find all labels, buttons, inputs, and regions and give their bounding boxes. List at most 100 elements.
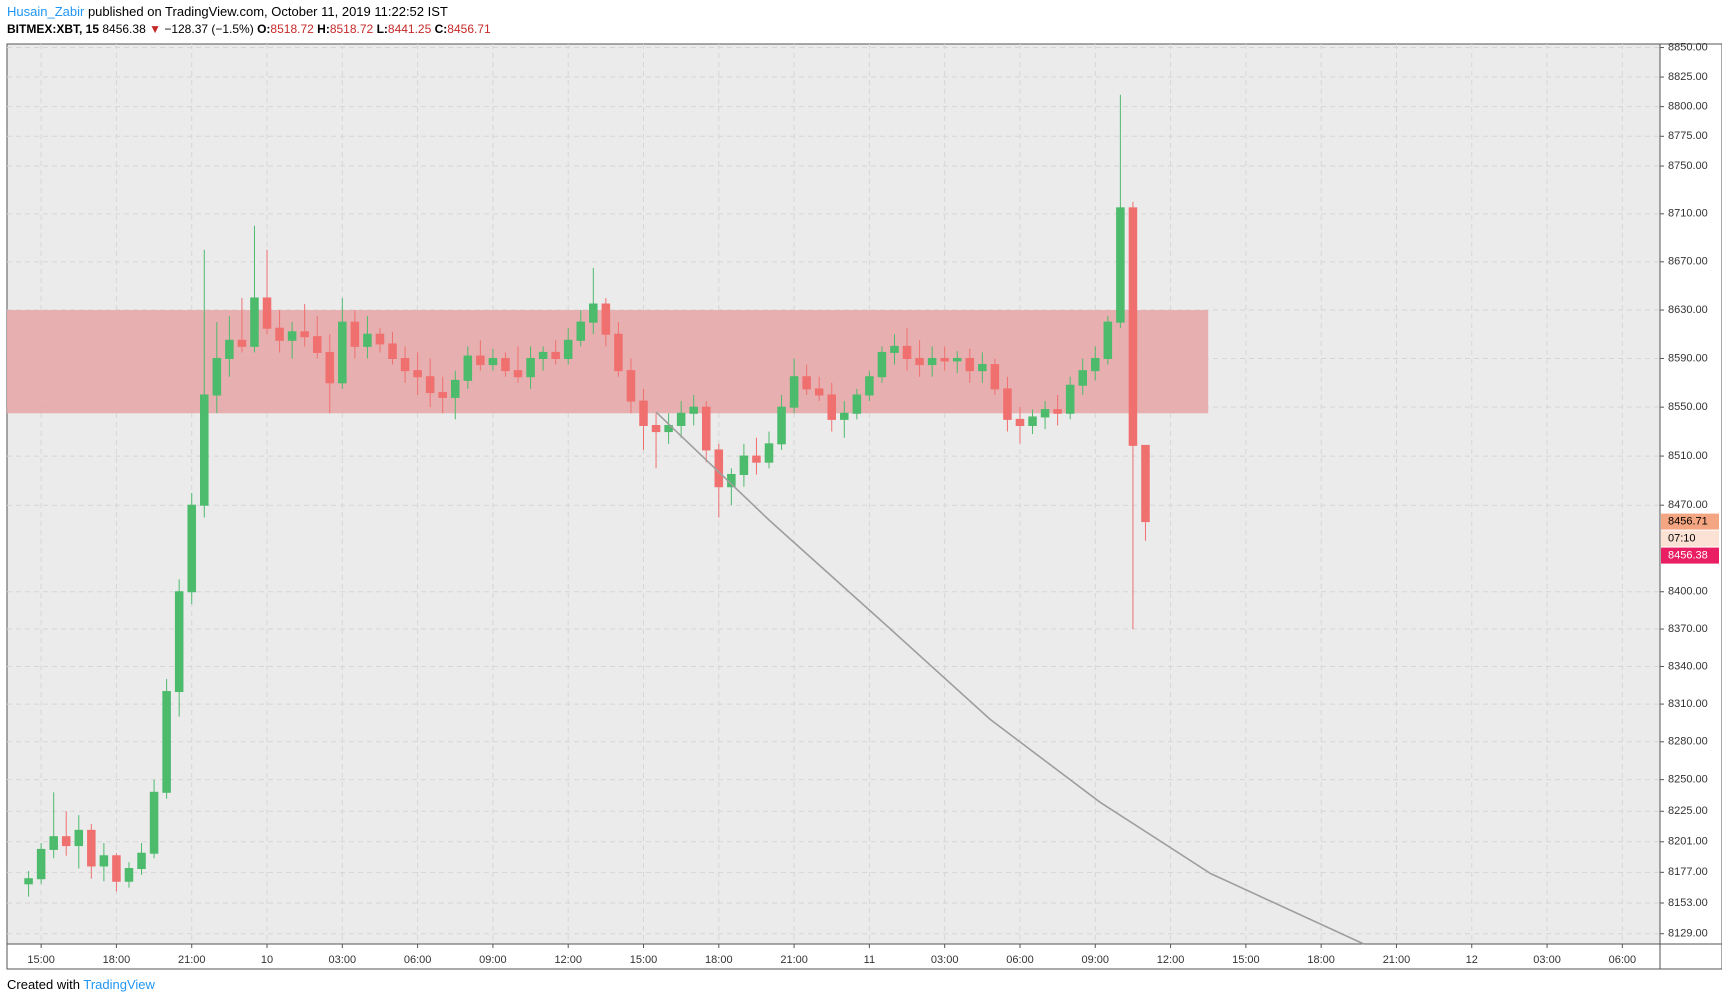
candle-body [538, 351, 548, 359]
o-value: 8518.72 [270, 22, 314, 36]
x-tick-label: 09:00 [479, 954, 507, 966]
candle-body [350, 321, 360, 347]
y-tick-label: 8370.00 [1668, 623, 1708, 635]
candle-body [651, 424, 661, 433]
candle-body [325, 351, 335, 384]
h-value: 8518.72 [329, 22, 374, 36]
candle-body [802, 376, 811, 390]
candle-body [162, 691, 171, 793]
x-tick-label: 06:00 [1006, 954, 1034, 966]
candle-body [287, 331, 297, 341]
candle-body [1015, 418, 1025, 426]
x-tick-label: 21:00 [1383, 954, 1411, 966]
y-tick-label: 8310.00 [1668, 698, 1708, 710]
countdown-tag-bg [1661, 530, 1719, 547]
candle-body [965, 357, 975, 372]
header-line-2: BITMEX:XBT, 15 8456.38 ▼ −128.37 (−1.5%)… [7, 22, 491, 36]
x-tick-label: 06:00 [404, 954, 432, 966]
x-tick-label: 03:00 [329, 954, 357, 966]
author[interactable]: Husain_Zabir [7, 4, 85, 19]
candle-body [990, 364, 1000, 390]
candle-body [300, 331, 309, 338]
candle-body [1091, 357, 1100, 372]
x-tick-label: 15:00 [1232, 954, 1260, 966]
candle-body [275, 327, 284, 341]
x-tick-label: 03:00 [1533, 954, 1561, 966]
y-tick-label: 8550.00 [1668, 401, 1708, 413]
candle-body [1003, 388, 1012, 420]
last-tag-bg [1661, 547, 1719, 564]
candle-body [438, 392, 447, 398]
candle-body [852, 394, 862, 414]
candle-body [1141, 444, 1150, 523]
candle-body [400, 357, 410, 372]
candle-body [840, 412, 849, 420]
candle-body [262, 297, 272, 329]
x-tick-label: 11 [864, 954, 875, 966]
chart: 8129.00 8153.00 8177.00 8201.00 8225.00 8250.… [6, 41, 1722, 970]
candle-body [576, 321, 586, 341]
candle-body [463, 355, 473, 381]
x-tick-label: 06:00 [1609, 954, 1637, 966]
h-label: H: [317, 22, 330, 36]
candle-body [777, 406, 786, 445]
candle-body [363, 333, 372, 347]
candle-body [413, 370, 422, 378]
y-tick-label: 8670.00 [1668, 256, 1708, 268]
y-tick-label: 8400.00 [1668, 586, 1708, 598]
arrow: ▼ [149, 22, 161, 36]
candle-body [200, 394, 209, 506]
curve [655, 411, 1365, 945]
x-tick-label: 12:00 [1157, 954, 1185, 966]
y-tick-label: 8630.00 [1668, 304, 1708, 316]
y-tick-label: 8850.00 [1668, 41, 1708, 53]
close-tag-bg [1661, 513, 1719, 530]
candle-body [476, 355, 485, 366]
candle-body [978, 364, 987, 372]
last-tag: 8456.38 [1668, 549, 1708, 561]
x-tick-label: 21:00 [178, 954, 206, 966]
y-tick-label: 8250.00 [1668, 774, 1708, 786]
candle-body [814, 388, 824, 396]
candle-body [312, 336, 322, 353]
candle-body [714, 449, 724, 488]
candle-body [1116, 207, 1125, 323]
candle-body [1040, 409, 1050, 418]
x-tick-label: 18:00 [103, 954, 131, 966]
candle-body [513, 370, 523, 378]
candle-body [827, 394, 837, 420]
c-label: C: [434, 22, 448, 36]
x-tick-label: 10 [261, 954, 273, 966]
candle-body [890, 345, 899, 353]
candle-body [149, 791, 159, 854]
candle-body [24, 878, 33, 885]
candle-body [74, 829, 84, 847]
y-tick-label: 8470.00 [1668, 499, 1708, 511]
y-tick-label: 8510.00 [1668, 450, 1708, 462]
candle-body [551, 351, 560, 359]
candle-body [1053, 409, 1062, 414]
candle-body [49, 836, 58, 850]
candle-body [701, 406, 711, 451]
candle-body [601, 303, 611, 335]
y-tick-label: 8590.00 [1668, 352, 1708, 364]
candle-body [689, 406, 698, 414]
x-tick-label: 15:00 [630, 954, 658, 966]
candle-body [764, 443, 774, 463]
y-tick-label: 8177.00 [1668, 866, 1708, 878]
candle-body [450, 379, 460, 398]
candle-body [225, 339, 234, 359]
candle-body [915, 357, 924, 366]
candle-body [1028, 416, 1037, 426]
l-value: 8441.25 [387, 22, 432, 36]
x-tick-label: 18:00 [1307, 954, 1335, 966]
candle-body [902, 345, 912, 359]
candle-body [865, 376, 874, 396]
candle-body [99, 855, 109, 867]
footer: Created with TradingView [7, 977, 155, 992]
candle-body [1128, 207, 1138, 446]
plot-background [7, 44, 1660, 944]
candle-body [112, 855, 121, 882]
candle-body [137, 852, 146, 870]
brand[interactable]: TradingView [83, 977, 155, 992]
